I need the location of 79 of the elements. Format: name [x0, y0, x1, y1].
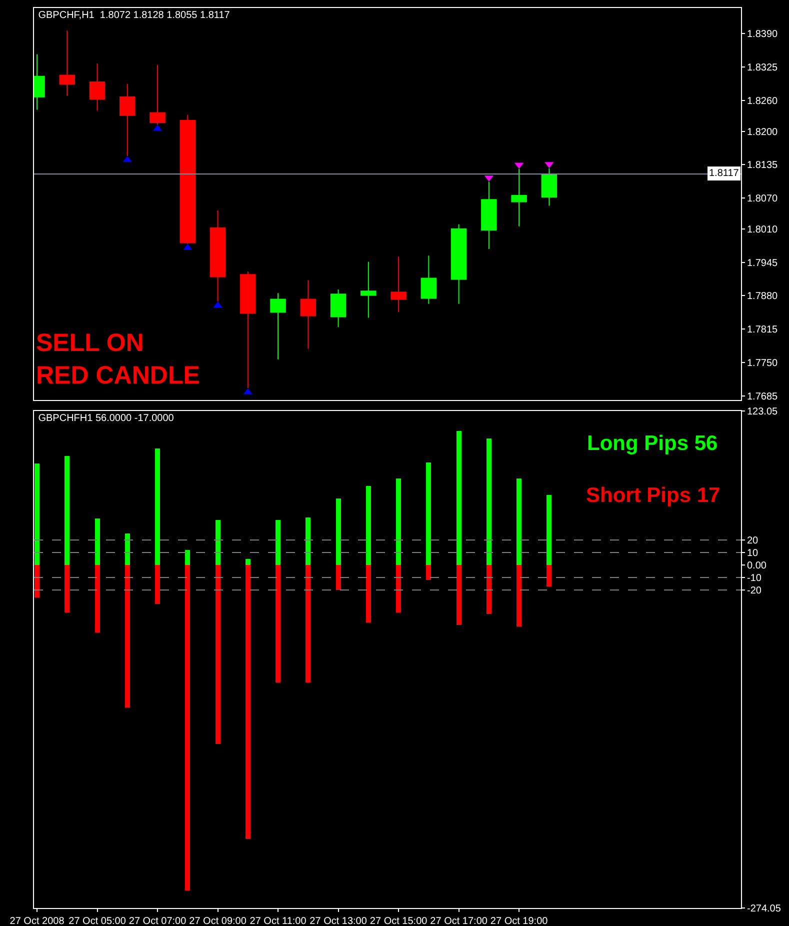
- bar: [64, 456, 70, 566]
- y-tick-label: 123.05: [747, 406, 778, 418]
- y-tick-label: 1.8200: [747, 126, 778, 138]
- candlestick: [360, 261, 376, 318]
- bar: [546, 565, 552, 586]
- bar: [306, 517, 311, 566]
- y-tick-label: -274.05: [747, 904, 782, 914]
- y-tick-label: 20: [747, 535, 759, 546]
- bar: [516, 565, 522, 626]
- bar: [276, 520, 281, 566]
- annotation: SELL ON RED CANDLE: [36, 329, 200, 390]
- bar: [245, 558, 250, 566]
- bar: [336, 498, 341, 566]
- bar: [155, 448, 160, 566]
- y-tick-label: 1.7815: [747, 324, 778, 336]
- annotation: Short Pips 17: [586, 484, 720, 507]
- y-tick-label: -10: [747, 573, 762, 584]
- candlestick: [420, 255, 437, 304]
- candlestick: [89, 62, 106, 112]
- bar: [456, 565, 462, 626]
- y-tick-label: 1.7685: [747, 391, 778, 402]
- bar: [155, 565, 160, 604]
- bar: [94, 565, 100, 633]
- bar: [124, 565, 130, 708]
- bar: [34, 464, 40, 566]
- bar: [215, 520, 220, 566]
- y-tick-label: 1.8010: [747, 224, 778, 236]
- x-tick-label: 27 Oct 07:00: [128, 916, 187, 926]
- y-tick-label: 1.8325: [747, 62, 778, 74]
- bar: [516, 478, 522, 566]
- bar: [306, 565, 311, 683]
- bar: [396, 565, 402, 613]
- bar: [64, 565, 70, 613]
- y-tick-label: 1.8260: [747, 96, 778, 107]
- x-tick-label: 27 Oct 17:00: [430, 916, 488, 926]
- bar: [34, 565, 40, 598]
- x-tick-label: 27 Oct 13:00: [310, 916, 368, 926]
- candlestick: [390, 256, 406, 313]
- bar: [215, 565, 220, 744]
- y-tick-label: 0.00: [747, 560, 767, 572]
- x-tick-label: 27 Oct 19:00: [490, 916, 548, 926]
- y-tick-label: 1.8390: [747, 29, 778, 40]
- y-tick-label: 1.7750: [747, 358, 778, 369]
- y-tick-label: 10: [747, 548, 759, 559]
- candlestick: [330, 289, 346, 328]
- ref-line-label: 1.8117: [709, 168, 740, 179]
- bar: [245, 565, 250, 840]
- y-tick-label: 1.8135: [747, 160, 778, 172]
- x-tick-label: 27 Oct 09:00: [189, 916, 247, 926]
- bar: [94, 518, 100, 566]
- bar: [486, 565, 492, 614]
- bar: [366, 565, 371, 623]
- x-tick-label: 27 Oct 2008: [10, 916, 65, 926]
- chart-title: GBPCHFH1 56.0000 -17.0000: [38, 413, 174, 424]
- x-tick-label: 27 Oct 05:00: [68, 916, 126, 926]
- bar: [486, 438, 492, 566]
- candlestick: [59, 30, 76, 96]
- bar: [336, 565, 341, 590]
- bar: [426, 462, 432, 566]
- y-tick-label: 1.7945: [747, 258, 778, 269]
- y-tick-label: 1.8070: [747, 194, 778, 205]
- chart-title: GBPCHF,H1 1.8072 1.8128 1.8055 1.8117: [38, 10, 230, 21]
- bar: [185, 565, 190, 890]
- bar: [366, 486, 371, 566]
- bar: [185, 550, 190, 566]
- candlestick: [270, 292, 286, 360]
- bar: [546, 494, 552, 566]
- x-tick-label: 27 Oct 15:00: [370, 916, 428, 926]
- candlestick: [120, 84, 136, 156]
- annotation: Long Pips 56: [587, 432, 718, 455]
- y-tick-label: -20: [747, 586, 762, 597]
- bar: [426, 565, 432, 580]
- y-tick-label: 1.7880: [747, 291, 778, 302]
- x-tick-label: 27 Oct 11:00: [250, 916, 307, 926]
- bar: [396, 478, 402, 566]
- bar: [276, 565, 281, 683]
- candlestick: [450, 224, 467, 304]
- bar: [456, 431, 462, 566]
- candlestick: [300, 280, 316, 350]
